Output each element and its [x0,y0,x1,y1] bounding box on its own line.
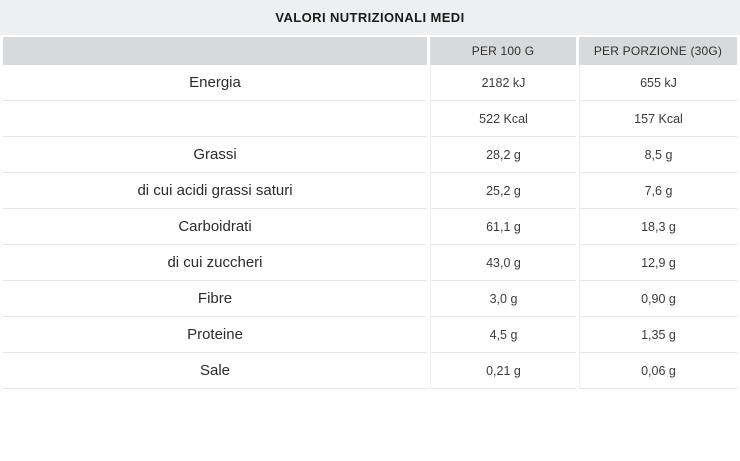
row-label: Carboidrati [3,209,427,245]
nutrition-row-zuccheri: di cui zuccheri 43,0 g 12,9 g [3,245,737,281]
nutrition-row-sale: Sale 0,21 g 0,06 g [3,353,737,389]
row-value-per-100g: 4,5 g [430,317,576,353]
row-value-per-portion: 7,6 g [579,173,737,209]
row-value-per-portion: 655 kJ [579,65,737,101]
column-header-empty [3,37,427,65]
nutrition-row-carboidrati: Carboidrati 61,1 g 18,3 g [3,209,737,245]
row-value-per-portion: 8,5 g [579,137,737,173]
row-label: di cui acidi grassi saturi [3,173,427,209]
nutrition-row-grassi: Grassi 28,2 g 8,5 g [3,137,737,173]
row-value-per-100g: 28,2 g [430,137,576,173]
row-label: Sale [3,353,427,389]
row-label: Energia [3,65,427,101]
row-value-per-portion: 18,3 g [579,209,737,245]
row-value-per-portion: 1,35 g [579,317,737,353]
nutrition-table: PER 100 G PER PORZIONE (30G) Energia 218… [0,37,740,389]
nutrition-row-fibre: Fibre 3,0 g 0,90 g [3,281,737,317]
row-value-per-portion: 12,9 g [579,245,737,281]
row-value-per-100g: 3,0 g [430,281,576,317]
row-value-per-100g: 0,21 g [430,353,576,389]
row-label: Grassi [3,137,427,173]
nutrition-row-proteine: Proteine 4,5 g 1,35 g [3,317,737,353]
nutrition-row-kcal: 522 Kcal 157 Kcal [3,101,737,137]
row-value-per-100g: 25,2 g [430,173,576,209]
row-label: di cui zuccheri [3,245,427,281]
row-label: Proteine [3,317,427,353]
table-title-bar: VALORI NUTRIZIONALI MEDI [0,0,740,35]
row-label: Fibre [3,281,427,317]
row-value-per-portion: 157 Kcal [579,101,737,137]
row-value-per-portion: 0,90 g [579,281,737,317]
row-value-per-100g: 2182 kJ [430,65,576,101]
nutrition-row-energia: Energia 2182 kJ 655 kJ [3,65,737,101]
row-value-per-100g: 522 Kcal [430,101,576,137]
column-header-per-portion: PER PORZIONE (30G) [579,37,737,65]
table-title: VALORI NUTRIZIONALI MEDI [275,10,465,25]
nutrition-row-grassi-saturi: di cui acidi grassi saturi 25,2 g 7,6 g [3,173,737,209]
header-row: PER 100 G PER PORZIONE (30G) [3,37,737,65]
row-value-per-100g: 43,0 g [430,245,576,281]
column-header-per-100g: PER 100 G [430,37,576,65]
row-value-per-100g: 61,1 g [430,209,576,245]
row-value-per-portion: 0,06 g [579,353,737,389]
row-label [3,101,427,137]
